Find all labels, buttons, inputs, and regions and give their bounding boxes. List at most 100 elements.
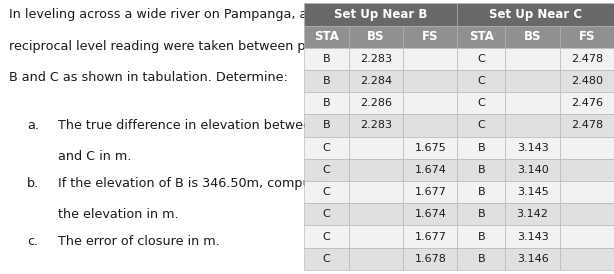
Text: 1.677: 1.677 (414, 232, 446, 242)
Text: STA: STA (469, 30, 494, 43)
Text: a.: a. (28, 119, 39, 132)
Text: C: C (478, 98, 485, 108)
Text: reciprocal level reading were taken between points: reciprocal level reading were taken betw… (9, 40, 337, 53)
Bar (403, 114, 457, 137)
Text: C: C (322, 165, 330, 175)
Bar (304, 226, 349, 248)
Bar (560, 226, 614, 248)
Bar (560, 48, 614, 70)
Text: C: C (322, 232, 330, 242)
Bar (560, 114, 614, 137)
Text: FS: FS (422, 30, 438, 43)
Text: BS: BS (524, 30, 542, 43)
Text: 2.480: 2.480 (571, 76, 603, 86)
Bar (505, 25, 560, 48)
Bar (403, 203, 457, 226)
Bar (304, 25, 349, 48)
Text: 3.143: 3.143 (517, 143, 548, 153)
Text: 2.478: 2.478 (571, 121, 603, 130)
Bar (457, 248, 505, 270)
Bar (349, 25, 403, 48)
Text: 2.283: 2.283 (360, 54, 392, 64)
Bar (505, 248, 560, 270)
Text: and C in m.: and C in m. (58, 150, 131, 163)
Text: 2.283: 2.283 (360, 121, 392, 130)
Text: FS: FS (578, 30, 595, 43)
Text: B and C as shown in tabulation. Determine:: B and C as shown in tabulation. Determin… (9, 71, 288, 84)
Bar (457, 48, 505, 70)
Bar (403, 248, 457, 270)
Bar (304, 114, 349, 137)
Bar (505, 70, 560, 92)
Bar (403, 137, 457, 159)
Text: B: B (322, 76, 330, 86)
Bar (505, 114, 560, 137)
Bar (304, 3, 457, 25)
Text: 1.674: 1.674 (414, 209, 446, 219)
Text: 2.476: 2.476 (571, 98, 603, 108)
Text: B: B (478, 209, 485, 219)
Bar (457, 226, 505, 248)
Text: The error of closure in m.: The error of closure in m. (58, 235, 219, 248)
Text: The true difference in elevation between B: The true difference in elevation between… (58, 119, 332, 132)
Text: 1.678: 1.678 (414, 254, 446, 264)
Text: BS: BS (367, 30, 385, 43)
Text: 3.140: 3.140 (517, 165, 548, 175)
Bar (349, 70, 403, 92)
Bar (304, 137, 349, 159)
Bar (349, 159, 403, 181)
Bar (560, 137, 614, 159)
Bar (560, 25, 614, 48)
Bar (349, 137, 403, 159)
Bar (560, 92, 614, 114)
Bar (505, 48, 560, 70)
Bar (560, 203, 614, 226)
Bar (304, 48, 349, 70)
Bar (560, 248, 614, 270)
Bar (349, 248, 403, 270)
Text: C: C (478, 121, 485, 130)
Bar (304, 181, 349, 203)
Bar (403, 25, 457, 48)
Bar (505, 137, 560, 159)
Text: In leveling across a wide river on Pampanga, a: In leveling across a wide river on Pampa… (9, 8, 308, 21)
Text: 2.478: 2.478 (571, 54, 603, 64)
Bar (349, 92, 403, 114)
Text: B: B (478, 165, 485, 175)
Text: STA: STA (314, 30, 339, 43)
Text: 3.142: 3.142 (516, 209, 548, 219)
Bar (457, 137, 505, 159)
Bar (505, 226, 560, 248)
Bar (505, 92, 560, 114)
Bar (403, 92, 457, 114)
Text: B: B (322, 121, 330, 130)
Text: C: C (322, 143, 330, 153)
Text: Set Up Near C: Set Up Near C (489, 8, 582, 21)
Bar (349, 48, 403, 70)
Bar (304, 92, 349, 114)
Text: 3.145: 3.145 (517, 187, 548, 197)
Text: C: C (322, 209, 330, 219)
Text: B: B (478, 254, 485, 264)
Text: b.: b. (28, 177, 40, 190)
Text: 1.677: 1.677 (414, 187, 446, 197)
Bar (457, 159, 505, 181)
Bar (403, 159, 457, 181)
Bar (349, 226, 403, 248)
Text: B: B (478, 232, 485, 242)
Text: 3.146: 3.146 (517, 254, 548, 264)
Text: C: C (478, 54, 485, 64)
Bar (457, 25, 505, 48)
Bar (560, 181, 614, 203)
Bar (457, 203, 505, 226)
Text: B: B (478, 143, 485, 153)
Bar (457, 92, 505, 114)
Bar (403, 226, 457, 248)
Bar (457, 70, 505, 92)
Bar (304, 70, 349, 92)
Text: C: C (478, 76, 485, 86)
Text: If the elevation of B is 346.50m, compute: If the elevation of B is 346.50m, comput… (58, 177, 323, 190)
Text: 2.286: 2.286 (360, 98, 392, 108)
Bar (349, 114, 403, 137)
Text: B: B (478, 187, 485, 197)
